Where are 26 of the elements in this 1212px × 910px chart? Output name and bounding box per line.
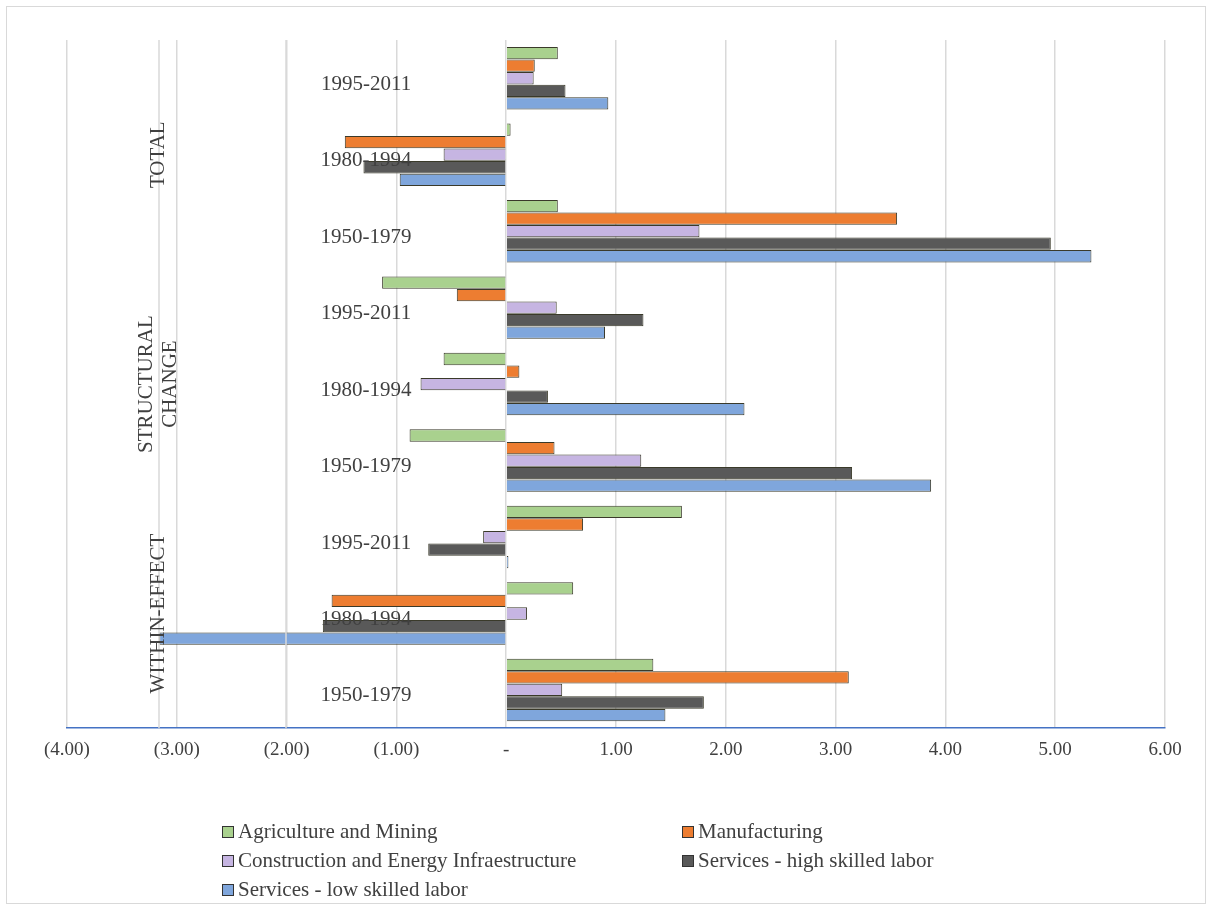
legend-label: Construction and Energy Infraestructure bbox=[238, 848, 577, 873]
annotation: STRUCTURAL CHANGE bbox=[132, 315, 181, 453]
x-tick-label: (2.00) bbox=[263, 737, 310, 760]
legend-label: Services - low skilled labor bbox=[238, 877, 468, 902]
x-tick-label: 4.00 bbox=[928, 737, 963, 759]
x-tick-label: 3.00 bbox=[818, 737, 853, 759]
legend-label: Agriculture and Mining bbox=[238, 819, 438, 844]
y-tick-label: 1980-1994 bbox=[320, 376, 413, 401]
x-tick-label: 1.00 bbox=[599, 737, 633, 759]
y-tick-label: 1950-1979 bbox=[320, 223, 412, 248]
x-tick-label: 5.00 bbox=[1038, 737, 1072, 759]
x-tick-label: (4.00) bbox=[44, 737, 90, 760]
x-tick-label: (1.00) bbox=[373, 737, 420, 760]
annotation: TOTAL bbox=[144, 121, 169, 189]
y-tick-label: 1995-2011 bbox=[320, 300, 412, 325]
y-tick-label: 1995-2011 bbox=[320, 529, 412, 554]
y-tick-label: 1950-1979 bbox=[320, 453, 412, 478]
x-tick-label: (3.00) bbox=[153, 737, 200, 760]
legend-label: Services - high skilled labor bbox=[698, 848, 934, 873]
y-tick-label: 1950-1979 bbox=[320, 682, 412, 707]
x-tick-label: - bbox=[503, 737, 510, 759]
legend-label: Manufacturing bbox=[698, 819, 823, 844]
x-tick-label: 6.00 bbox=[1148, 737, 1182, 759]
annotation: WITHIN-EFFECT bbox=[144, 533, 169, 694]
y-tick-label: 1995-2011 bbox=[320, 70, 412, 95]
x-tick-label: 2.00 bbox=[709, 737, 743, 759]
